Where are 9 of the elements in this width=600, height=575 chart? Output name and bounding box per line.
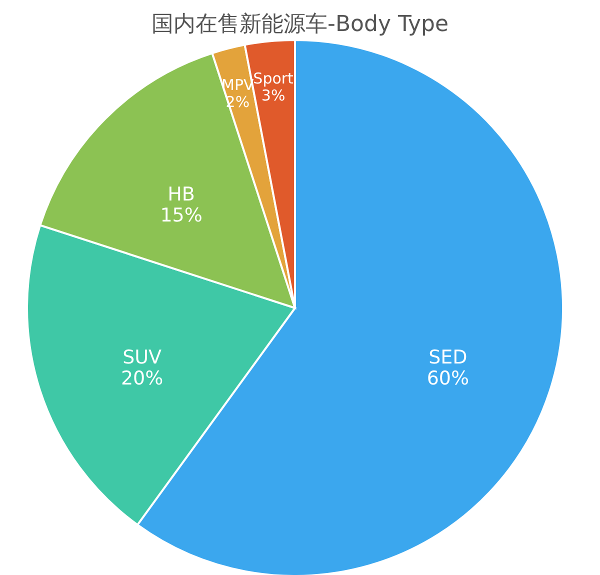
chart-title: 国内在售新能源车-Body Type xyxy=(152,12,448,37)
data-label: 20% xyxy=(120,368,164,390)
data-label: 60% xyxy=(426,368,470,390)
data-label: 3% xyxy=(261,86,286,105)
data-label: 15% xyxy=(160,204,202,226)
slice-label: SED xyxy=(428,346,468,369)
slice-label: Sport xyxy=(253,70,294,88)
slice-label: HB xyxy=(168,183,195,206)
slice-label: SUV xyxy=(122,346,162,369)
